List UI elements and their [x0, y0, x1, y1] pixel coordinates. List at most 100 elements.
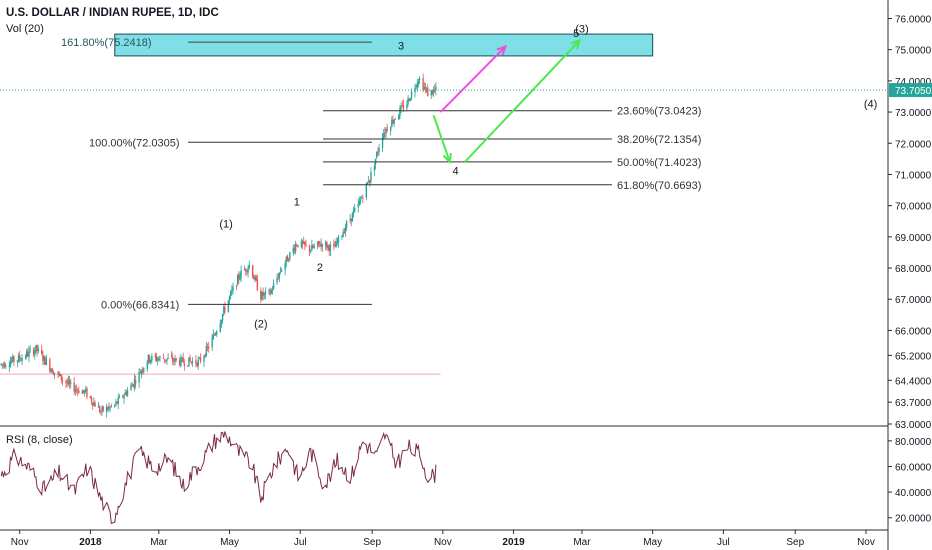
time-axis[interactable]: Nov 2018 Mar May Jul Sep Nov 2019 Mar May Jul Sep No…	[0, 529, 888, 548]
candle-body	[124, 392, 126, 396]
wave-label: 4	[453, 165, 459, 177]
projection-arrow[interactable]	[439, 45, 507, 113]
candle-body	[107, 407, 109, 410]
candle-body	[406, 104, 408, 109]
candle-body	[402, 105, 405, 110]
fib-level-label: 38.20%(72.1354)	[617, 134, 701, 146]
rsi-pane	[0, 431, 437, 524]
candle-body	[117, 397, 119, 404]
candle-body	[286, 255, 289, 262]
candle-body	[351, 212, 354, 222]
candle-body	[277, 277, 279, 279]
candle-body	[289, 252, 291, 260]
candle-body	[326, 242, 328, 248]
candle-body	[235, 285, 238, 287]
candle-body	[213, 334, 216, 336]
candle-body	[45, 359, 48, 365]
candle-body	[5, 365, 7, 367]
candle-body	[66, 382, 68, 384]
candle-body	[116, 401, 118, 404]
price-tick-label: 67.0000	[895, 295, 932, 306]
candle-body	[427, 88, 429, 97]
candle-body	[182, 357, 184, 363]
candle-body	[67, 380, 70, 384]
candle-body	[13, 356, 15, 362]
candle-body	[146, 362, 148, 370]
candle-body	[308, 245, 311, 252]
candle-body	[268, 289, 270, 291]
candle-body	[90, 398, 93, 403]
candle-body	[328, 245, 330, 252]
candle-body	[3, 364, 6, 367]
candle-body	[393, 119, 395, 124]
candle-body	[399, 108, 401, 117]
candle-body	[389, 127, 392, 131]
target-zone[interactable]	[114, 33, 654, 57]
candle-body	[58, 372, 60, 375]
candle-body	[110, 405, 112, 407]
candle-body	[50, 369, 52, 372]
candle-body	[239, 276, 241, 280]
candle-body	[75, 389, 78, 391]
candle-body	[170, 356, 173, 358]
price-tick-label: 72.0000	[895, 139, 932, 150]
wave-label: 1	[294, 197, 300, 209]
fib-level-label: 0.00%(66.8341)	[101, 299, 179, 311]
candle-body	[59, 373, 61, 377]
price-tick-label: 65.2000	[895, 351, 932, 362]
candle-body	[272, 283, 275, 290]
price-tick-label: 74.0000	[895, 77, 932, 88]
candle-body	[360, 197, 363, 199]
candle-body	[260, 290, 262, 300]
candle-body	[435, 86, 437, 90]
candle-body	[131, 384, 133, 387]
price-tick-label: 63.7000	[895, 398, 932, 409]
candle-body	[163, 359, 166, 361]
candle-body	[36, 344, 38, 352]
candle-body	[143, 368, 145, 373]
projection-arrow[interactable]	[432, 114, 451, 163]
candle-body	[293, 248, 296, 251]
fib-level-label: 100.00%(72.0305)	[89, 137, 180, 149]
candle-body	[407, 97, 409, 104]
time-tick-label: May	[643, 537, 662, 548]
candle-body	[333, 243, 335, 246]
candle-body	[123, 395, 125, 399]
candle-body	[305, 244, 307, 246]
candle-body	[284, 263, 286, 271]
candle-body	[65, 380, 67, 384]
time-tick-label: Jul	[294, 537, 307, 548]
candle-body	[20, 360, 22, 362]
candle-body	[89, 396, 92, 398]
wave-label: (3)	[575, 24, 588, 36]
candle-body	[221, 314, 224, 321]
candle-body	[29, 349, 31, 351]
candle-body	[270, 289, 272, 294]
candle-body	[418, 78, 421, 81]
projection-arrow[interactable]	[464, 39, 581, 163]
candle-body	[232, 286, 234, 291]
candle-body	[12, 356, 14, 362]
candle-body	[174, 357, 176, 362]
candle-body	[376, 151, 378, 158]
candle-body	[354, 207, 356, 212]
candle-body	[350, 218, 352, 221]
candle-body	[301, 241, 304, 244]
candle-body	[292, 247, 294, 253]
candle-body	[431, 90, 434, 95]
volume-label: Vol (20)	[6, 23, 44, 35]
candle-body	[190, 361, 192, 363]
candle-body	[318, 240, 320, 245]
candle-body	[181, 357, 183, 359]
candle-body	[383, 133, 385, 139]
candle-body	[359, 199, 362, 202]
candle-body	[386, 128, 388, 131]
candle-body	[44, 356, 46, 365]
time-tick-label: Sep	[786, 537, 804, 548]
candle-body	[154, 354, 157, 357]
price-tick-label: 70.0000	[895, 202, 932, 213]
arrow-head	[570, 38, 582, 50]
candle-body	[132, 384, 135, 387]
